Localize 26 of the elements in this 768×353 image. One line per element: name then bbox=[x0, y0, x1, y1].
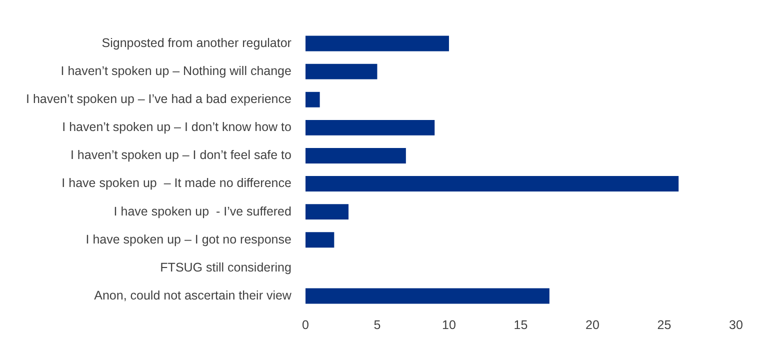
y-tick-label: I haven’t spoken up – I’ve had a bad experience bbox=[26, 92, 292, 106]
x-tick-label: 25 bbox=[657, 318, 672, 332]
y-tick-label: I have spoken up – I got no response bbox=[86, 232, 292, 246]
y-tick-label: FTSUG still considering bbox=[160, 260, 292, 274]
y-tick-label: I have spoken up - I’ve suffered bbox=[114, 204, 292, 218]
x-tick-label: 20 bbox=[586, 318, 600, 332]
bar bbox=[305, 176, 679, 192]
bar bbox=[305, 288, 550, 304]
bar bbox=[305, 148, 406, 164]
y-tick-label: I have spoken up – It made no difference bbox=[62, 176, 292, 190]
x-tick-label: 15 bbox=[514, 318, 528, 332]
x-tick-label: 0 bbox=[302, 318, 309, 332]
bar bbox=[305, 64, 378, 80]
x-tick-label: 5 bbox=[374, 318, 381, 332]
bar bbox=[305, 232, 334, 248]
bar bbox=[305, 120, 435, 136]
y-tick-label: Signposted from another regulator bbox=[102, 36, 292, 50]
y-tick-label: Anon, could not ascertain their view bbox=[94, 288, 292, 302]
y-tick-label: I haven’t spoken up – Nothing will change bbox=[60, 64, 292, 78]
x-tick-label: 30 bbox=[729, 318, 743, 332]
bar bbox=[305, 92, 320, 108]
y-tick-label: I haven’t spoken up – I don’t feel safe to bbox=[70, 148, 292, 162]
bar bbox=[305, 36, 449, 52]
y-tick-label: I haven’t spoken up – I don’t know how to bbox=[62, 120, 292, 134]
x-tick-label: 10 bbox=[442, 318, 456, 332]
bar bbox=[305, 204, 349, 220]
